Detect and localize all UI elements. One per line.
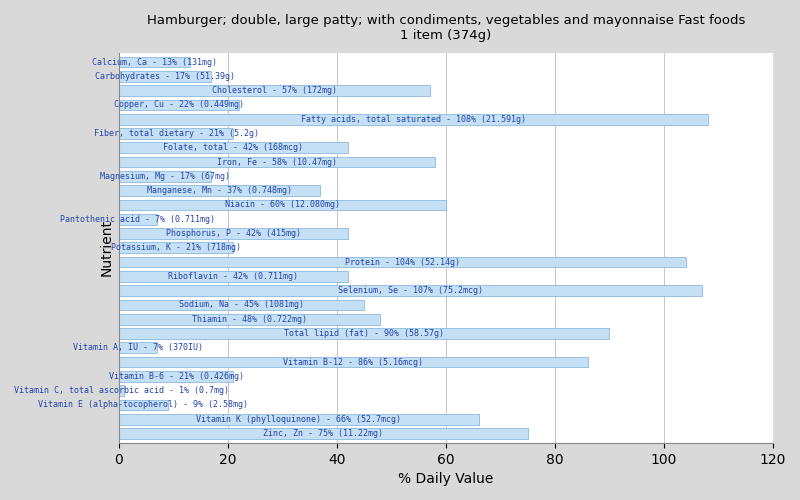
Text: Vitamin C, total ascorbic acid - 1% (0.7mg): Vitamin C, total ascorbic acid - 1% (0.7… xyxy=(14,386,229,395)
Text: Sodium, Na - 45% (1081mg): Sodium, Na - 45% (1081mg) xyxy=(179,300,304,310)
Bar xyxy=(119,128,234,139)
Text: Potassium, K - 21% (718mg): Potassium, K - 21% (718mg) xyxy=(111,244,241,252)
Y-axis label: Nutrient: Nutrient xyxy=(99,220,114,276)
Text: Vitamin A, IU - 7% (370IU): Vitamin A, IU - 7% (370IU) xyxy=(73,344,203,352)
Text: Thiamin - 48% (0.722mg): Thiamin - 48% (0.722mg) xyxy=(192,314,307,324)
Bar xyxy=(119,386,124,396)
Bar xyxy=(119,171,211,181)
X-axis label: % Daily Value: % Daily Value xyxy=(398,472,494,486)
Bar xyxy=(119,300,364,310)
Text: Vitamin B-12 - 86% (5.16mcg): Vitamin B-12 - 86% (5.16mcg) xyxy=(283,358,423,366)
Text: Manganese, Mn - 37% (0.748mg): Manganese, Mn - 37% (0.748mg) xyxy=(147,186,292,195)
Text: Fatty acids, total saturated - 108% (21.591g): Fatty acids, total saturated - 108% (21.… xyxy=(301,114,526,124)
Text: Total lipid (fat) - 90% (58.57g): Total lipid (fat) - 90% (58.57g) xyxy=(284,329,444,338)
Bar xyxy=(119,242,234,253)
Bar xyxy=(119,428,528,439)
Bar xyxy=(119,371,234,382)
Text: Iron, Fe - 58% (10.47mg): Iron, Fe - 58% (10.47mg) xyxy=(217,158,337,166)
Bar xyxy=(119,342,157,353)
Text: Fiber, total dietary - 21% (5.2g): Fiber, total dietary - 21% (5.2g) xyxy=(94,129,258,138)
Bar xyxy=(119,100,238,110)
Text: Carbohydrates - 17% (51.39g): Carbohydrates - 17% (51.39g) xyxy=(95,72,235,81)
Bar xyxy=(119,156,435,168)
Bar xyxy=(119,356,587,368)
Text: Calcium, Ca - 13% (131mg): Calcium, Ca - 13% (131mg) xyxy=(92,58,217,66)
Bar xyxy=(119,271,348,281)
Text: Cholesterol - 57% (172mg): Cholesterol - 57% (172mg) xyxy=(212,86,337,95)
Text: Vitamin B-6 - 21% (0.426mg): Vitamin B-6 - 21% (0.426mg) xyxy=(109,372,243,381)
Bar xyxy=(119,314,381,324)
Bar xyxy=(119,56,190,68)
Bar xyxy=(119,186,321,196)
Bar xyxy=(119,400,168,410)
Bar xyxy=(119,200,446,210)
Text: Vitamin K (phylloquinone) - 66% (52.7mcg): Vitamin K (phylloquinone) - 66% (52.7mcg… xyxy=(196,415,401,424)
Bar xyxy=(119,114,707,124)
Text: Folate, total - 42% (168mcg): Folate, total - 42% (168mcg) xyxy=(163,144,303,152)
Text: Pantothenic acid - 7% (0.711mg): Pantothenic acid - 7% (0.711mg) xyxy=(60,214,215,224)
Text: Magnesium, Mg - 17% (67mg): Magnesium, Mg - 17% (67mg) xyxy=(100,172,230,181)
Bar xyxy=(119,86,430,96)
Text: Zinc, Zn - 75% (11.22mg): Zinc, Zn - 75% (11.22mg) xyxy=(263,429,383,438)
Bar xyxy=(119,71,211,82)
Text: Niacin - 60% (12.080mg): Niacin - 60% (12.080mg) xyxy=(225,200,340,209)
Bar xyxy=(119,228,348,239)
Bar xyxy=(119,142,348,153)
Text: Copper, Cu - 22% (0.449mg): Copper, Cu - 22% (0.449mg) xyxy=(114,100,244,110)
Text: Phosphorus, P - 42% (415mg): Phosphorus, P - 42% (415mg) xyxy=(166,229,301,238)
Bar xyxy=(119,286,702,296)
Text: Vitamin E (alpha-tocopherol) - 9% (2.58mg): Vitamin E (alpha-tocopherol) - 9% (2.58m… xyxy=(38,400,248,409)
Bar xyxy=(119,214,157,224)
Title: Hamburger; double, large patty; with condiments, vegetables and mayonnaise Fast : Hamburger; double, large patty; with con… xyxy=(146,14,745,42)
Text: Protein - 104% (52.14g): Protein - 104% (52.14g) xyxy=(345,258,460,266)
Bar xyxy=(119,256,686,268)
Bar xyxy=(119,328,610,339)
Text: Selenium, Se - 107% (75.2mcg): Selenium, Se - 107% (75.2mcg) xyxy=(338,286,483,295)
Bar xyxy=(119,414,478,424)
Text: Riboflavin - 42% (0.711mg): Riboflavin - 42% (0.711mg) xyxy=(168,272,298,281)
